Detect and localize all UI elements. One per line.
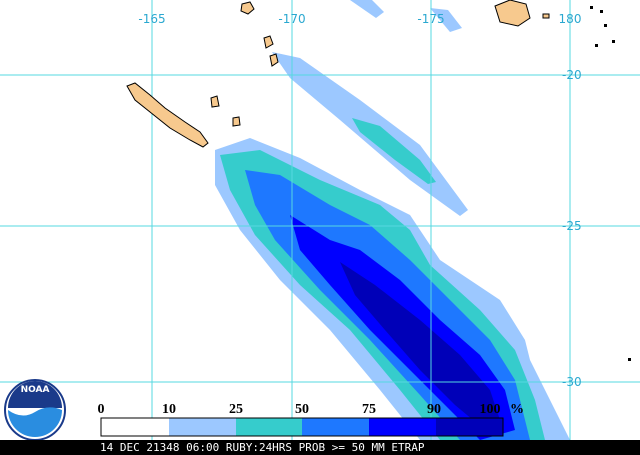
legend-swatch — [436, 418, 503, 436]
logo-sky — [8, 381, 62, 408]
latitude-label: -25 — [562, 219, 582, 233]
latitude-label: -20 — [562, 68, 582, 82]
island — [232, 116, 241, 127]
longitude-label: -175 — [417, 12, 444, 26]
island — [240, 1, 255, 15]
caption: 14 DEC 21348 06:00 RUBY:24HRS PROB >= 50… — [100, 441, 425, 454]
swath-25 — [352, 118, 436, 184]
island — [494, 0, 531, 27]
island — [263, 35, 274, 49]
atolls — [590, 6, 631, 361]
latitude-label: -30 — [562, 375, 582, 389]
logo-text: NOAA — [21, 385, 50, 395]
legend-unit: % — [510, 402, 524, 417]
legend-frame — [100, 417, 504, 437]
swath-90 — [340, 262, 500, 430]
swath-10 — [430, 8, 462, 32]
legend-label: 75 — [362, 402, 376, 417]
logo-sea — [8, 407, 62, 437]
legend-label: 50 — [295, 402, 309, 417]
legend-swatch — [101, 418, 169, 436]
swath-10 — [350, 0, 384, 18]
legend-label: 25 — [229, 402, 243, 417]
legend-swatch — [302, 418, 369, 436]
island — [126, 82, 209, 148]
legend-label: 100 — [480, 402, 501, 417]
legend-swatch — [236, 418, 302, 436]
legend: 0 10 25 50 75 90 100 % — [98, 402, 524, 437]
noaa-logo: NOAA — [4, 379, 66, 441]
legend-label: 10 — [162, 402, 176, 417]
longitude-label: 180 — [559, 12, 582, 26]
longitude-label: -170 — [278, 12, 305, 26]
legend-label: 0 — [98, 402, 105, 417]
longitude-label: -165 — [138, 12, 165, 26]
island — [542, 13, 550, 19]
island — [269, 53, 279, 67]
island — [210, 95, 220, 108]
caption-bar — [0, 440, 640, 455]
legend-label: 90 — [427, 402, 441, 417]
legend-swatch — [169, 418, 236, 436]
legend-swatch — [369, 418, 436, 436]
